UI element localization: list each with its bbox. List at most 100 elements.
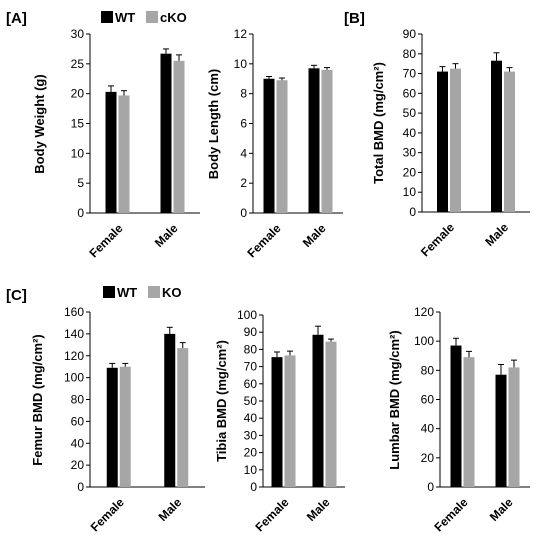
legend-bottom-swatch-wt	[103, 286, 115, 298]
panel-label-a: [A]	[6, 10, 27, 27]
category-label-male: Male	[482, 220, 511, 249]
bar-wt-female	[271, 357, 283, 487]
bar-wt-male	[164, 333, 176, 487]
y-tick-label: 20	[403, 165, 417, 179]
y-tick-label: 80	[244, 342, 258, 356]
bar-wt-female	[105, 91, 117, 213]
y-tick-label: 140	[64, 327, 84, 341]
y-tick-label: 0	[77, 206, 84, 220]
y-tick-label: 40	[421, 422, 435, 436]
legend-bottom-label-wt: WT	[117, 285, 137, 300]
category-label-female: Female	[431, 495, 470, 534]
bar-ko-female	[463, 357, 475, 487]
category-label-male: Male	[152, 221, 181, 250]
y-tick-label: 100	[237, 308, 257, 322]
bar-cko-female	[276, 80, 288, 213]
bar-ko-male	[177, 348, 189, 487]
y-tick-label: 120	[64, 349, 84, 363]
y-tick-label: 10	[244, 463, 258, 477]
y-tick-label: 90	[244, 325, 258, 339]
y-tick-label: 8	[240, 87, 247, 101]
y-tick-label: 6	[240, 117, 247, 131]
y-tick-label: 60	[421, 393, 435, 407]
y-tick-label: 30	[244, 428, 258, 442]
y-axis-title: Tibia BMD (mg/cm²)	[214, 340, 229, 462]
chart-5: 0 20 40 60 80 100 120 Lumbar BMD (mg/cm²) Female…	[387, 305, 530, 534]
y-tick-label: 50	[403, 106, 417, 120]
y-tick-label: 20	[244, 446, 258, 460]
chart-1: 0 2 4 6 8 10 12 Body Length (cm) Female Male	[206, 27, 343, 260]
bar-cko-male	[321, 69, 333, 213]
y-tick-label: 0	[409, 205, 416, 219]
bar-ko-female	[284, 355, 296, 487]
category-label-female: Female	[88, 495, 127, 534]
y-tick-label: 30	[71, 27, 85, 41]
y-tick-label: 70	[403, 67, 417, 81]
y-tick-label: 80	[403, 47, 417, 61]
y-tick-label: 25	[71, 57, 85, 71]
bar-cko-female	[450, 68, 461, 212]
y-tick-label: 30	[403, 146, 417, 160]
y-tick-label: 2	[240, 176, 247, 190]
y-axis-title: Total BMD (mg/cm²)	[371, 62, 386, 184]
legend-bottom-label-ko: KO	[162, 285, 182, 300]
y-tick-label: 10	[71, 146, 85, 160]
category-label-female: Female	[86, 221, 125, 260]
chart-0: 0 5 10 15 20 25 30 Body Weight (g) Female Male	[32, 27, 200, 260]
y-tick-label: 20	[421, 451, 435, 465]
y-axis-title: Body Length (cm)	[206, 69, 221, 180]
bar-wt-male	[308, 68, 320, 213]
bar-wt-male	[495, 374, 507, 487]
chart-4: 0 10 20 30 40 50 60 70 80 90 100 Tibia BMD (mg/cm²)…	[214, 308, 345, 534]
bar-ko-male	[508, 367, 520, 487]
bar-cko-male	[504, 71, 515, 212]
category-label-male: Male	[304, 495, 333, 524]
category-label-female: Female	[244, 221, 283, 260]
bar-cko-male	[173, 60, 185, 213]
y-tick-label: 12	[234, 27, 248, 41]
y-tick-label: 50	[244, 394, 258, 408]
bar-wt-female	[106, 367, 118, 487]
category-label-male: Male	[300, 221, 329, 250]
legend-top-label-cko: cKO	[160, 10, 187, 25]
y-axis-title: Lumbar BMD (mg/cm²)	[387, 330, 402, 469]
bar-wt-female	[437, 71, 448, 212]
y-axis-title: Body Weight (g)	[32, 74, 47, 173]
y-tick-label: 10	[234, 57, 248, 71]
bar-wt-female	[450, 345, 462, 487]
y-tick-label: 60	[244, 377, 258, 391]
y-tick-label: 0	[427, 480, 434, 494]
bar-ko-female	[119, 366, 131, 487]
y-tick-label: 15	[71, 117, 85, 131]
bar-ko-male	[325, 341, 337, 487]
legend-top-label-wt: WT	[115, 10, 135, 25]
y-tick-label: 70	[244, 360, 258, 374]
y-tick-label: 20	[71, 87, 85, 101]
category-label-male: Male	[156, 495, 185, 524]
bar-wt-female	[263, 78, 275, 213]
y-tick-label: 0	[250, 480, 257, 494]
category-label-female: Female	[418, 220, 457, 259]
y-tick-label: 40	[71, 436, 85, 450]
charts: 0 5 10 15 20 25 30 Body Weight (g) Female Male 0 2 4…	[30, 27, 530, 534]
y-tick-label: 0	[77, 480, 84, 494]
category-label-male: Male	[487, 495, 516, 524]
y-axis-title: Femur BMD (mg/cm²)	[30, 334, 45, 465]
panel-label-c: [C]	[6, 287, 27, 304]
legend-bottom-swatch-ko	[148, 286, 160, 298]
bar-cko-female	[118, 95, 130, 213]
y-tick-label: 90	[403, 27, 417, 41]
legend-top: WT cKO	[101, 10, 187, 25]
legend-top-swatch-wt	[101, 11, 113, 23]
y-tick-label: 60	[71, 414, 85, 428]
y-tick-label: 60	[403, 86, 417, 100]
bar-wt-male	[160, 53, 172, 213]
category-label-female: Female	[252, 495, 291, 534]
y-tick-label: 100	[64, 371, 84, 385]
chart-3: 0 20 40 60 80 100 120 140 160 Femur BMD (mg/cm²) F…	[30, 305, 205, 534]
y-tick-label: 40	[244, 411, 258, 425]
bar-wt-male	[312, 334, 324, 487]
y-tick-label: 20	[71, 458, 85, 472]
y-tick-label: 10	[403, 185, 417, 199]
bar-wt-male	[491, 60, 502, 213]
